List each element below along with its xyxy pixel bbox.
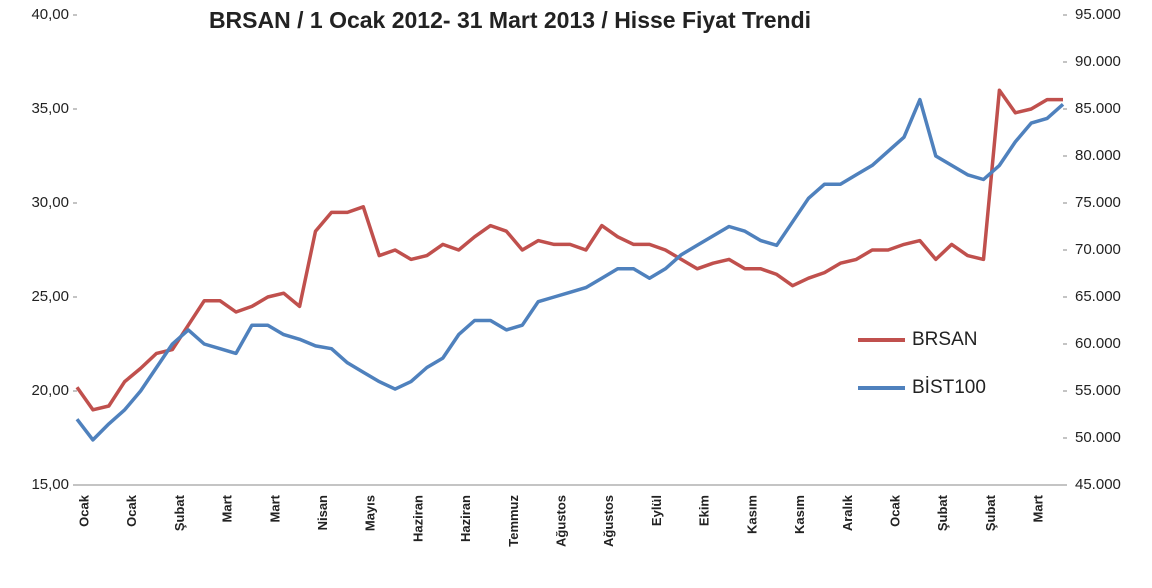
x-tick-label: Şubat <box>172 494 187 531</box>
x-tick-label: Eylül <box>649 495 664 526</box>
x-tick-label: Ocak <box>76 494 91 527</box>
y2-tick-label: 85.000 <box>1075 100 1121 117</box>
x-tick-label: Mart <box>267 494 282 522</box>
y2-tick-label: 70.000 <box>1075 241 1121 258</box>
x-tick-label: Mayıs <box>363 495 378 531</box>
legend-label: BRSAN <box>912 329 977 350</box>
y2-tick-label: 75.000 <box>1075 194 1121 211</box>
x-tick-label: Ocak <box>888 494 903 527</box>
x-tick-label: Haziran <box>410 495 425 542</box>
y2-tick-label: 80.000 <box>1075 147 1121 164</box>
x-tick-label: Şubat <box>935 494 950 531</box>
y-tick-label: 15,00 <box>31 476 69 493</box>
y-tick-label: 40,00 <box>31 6 69 23</box>
x-tick-label: Ağustos <box>601 495 616 547</box>
series-line <box>75 97 1065 442</box>
series-line <box>75 88 1063 412</box>
y2-tick-label: 95.000 <box>1075 6 1121 23</box>
y2-tick-label: 65.000 <box>1075 288 1121 305</box>
x-tick-label: Şubat <box>983 494 998 531</box>
x-tick-label: Ocak <box>124 494 139 527</box>
y-tick-label: 35,00 <box>31 100 69 117</box>
y2-tick-label: 50.000 <box>1075 429 1121 446</box>
x-tick-label: Temmuz <box>506 495 521 547</box>
y2-tick-label: 90.000 <box>1075 53 1121 70</box>
chart-title: BRSAN / 1 Ocak 2012- 31 Mart 2013 / Hiss… <box>209 7 811 33</box>
x-tick-label: Kasım <box>792 495 807 534</box>
y2-tick-label: 60.000 <box>1075 335 1121 352</box>
x-tick-label: Ağustos <box>554 495 569 547</box>
y2-tick-label: 45.000 <box>1075 476 1121 493</box>
x-tick-label: Mart <box>1031 494 1046 522</box>
y2-tick-label: 55.000 <box>1075 382 1121 399</box>
x-tick-label: Nisan <box>315 495 330 530</box>
legend-label: BİST100 <box>912 377 986 398</box>
x-tick-label: Haziran <box>458 495 473 542</box>
x-tick-label: Kasım <box>744 495 759 534</box>
y-tick-label: 25,00 <box>31 288 69 305</box>
x-tick-label: Mart <box>220 494 235 522</box>
y-tick-label: 20,00 <box>31 382 69 399</box>
x-tick-label: Aralık <box>840 494 855 531</box>
y-tick-label: 30,00 <box>31 194 69 211</box>
x-tick-label: Ekim <box>697 495 712 526</box>
